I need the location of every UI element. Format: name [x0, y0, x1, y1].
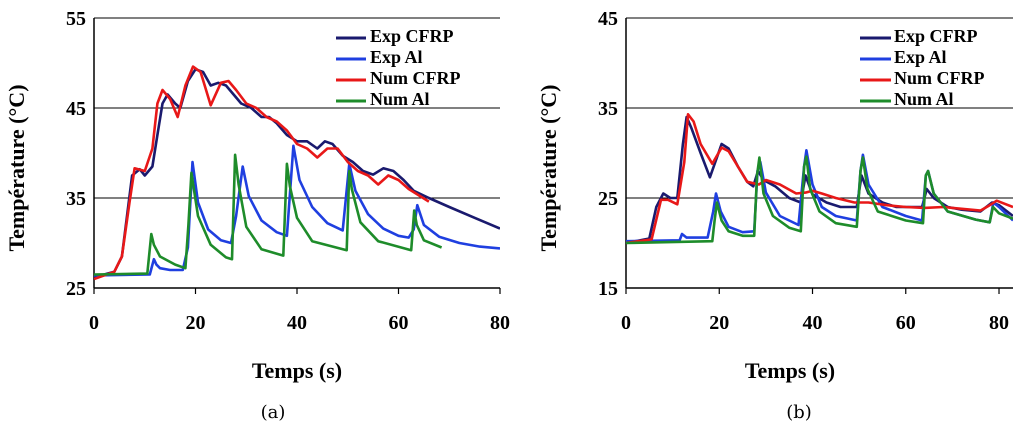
- series-line-exp-cfrp: [626, 115, 1013, 245]
- legend-label: Num Al: [370, 89, 430, 109]
- x-axis-label: Temps (s): [745, 358, 835, 383]
- y-tick-label: 35: [598, 98, 618, 120]
- legend-label: Num CFRP: [370, 68, 461, 88]
- legend-label: Exp Al: [894, 47, 947, 67]
- x-tick-label: 20: [186, 312, 206, 334]
- x-tick-label: 60: [896, 312, 916, 334]
- series-line-num-al: [626, 155, 1013, 245]
- series-line-exp-cfrp: [94, 68, 500, 279]
- legend-label: Exp CFRP: [894, 26, 978, 46]
- y-axis-label: Température (°C): [536, 84, 561, 251]
- legend-label: Exp Al: [370, 47, 423, 67]
- x-tick-label: 0: [621, 312, 631, 334]
- y-tick-label: 25: [66, 278, 86, 300]
- x-tick-label: 80: [490, 312, 510, 334]
- series-line-num-cfrp: [94, 65, 430, 281]
- panel-caption: (b): [786, 402, 812, 423]
- x-tick-label: 20: [709, 312, 729, 334]
- series-line-num-al: [94, 153, 443, 276]
- x-tick-label: 80: [989, 312, 1009, 334]
- x-tick-label: 40: [803, 312, 823, 334]
- y-tick-label: 45: [598, 8, 618, 30]
- y-tick-label: 15: [598, 278, 618, 300]
- x-tick-label: 0: [89, 312, 99, 334]
- legend-label: Num Al: [894, 89, 954, 109]
- panel-caption: (a): [261, 402, 286, 423]
- x-axis-label: Temps (s): [252, 358, 342, 383]
- legend-label: Num CFRP: [894, 68, 985, 88]
- y-tick-label: 25: [598, 188, 618, 210]
- series-line-num-cfrp: [626, 113, 1013, 245]
- y-tick-label: 35: [66, 188, 86, 210]
- x-tick-label: 60: [389, 312, 409, 334]
- y-tick-label: 45: [66, 98, 86, 120]
- y-tick-label: 55: [66, 8, 86, 30]
- y-axis-label: Température (°C): [4, 84, 29, 251]
- legend-label: Exp CFRP: [370, 26, 454, 46]
- x-tick-label: 40: [287, 312, 307, 334]
- series-line-exp-al: [94, 144, 500, 277]
